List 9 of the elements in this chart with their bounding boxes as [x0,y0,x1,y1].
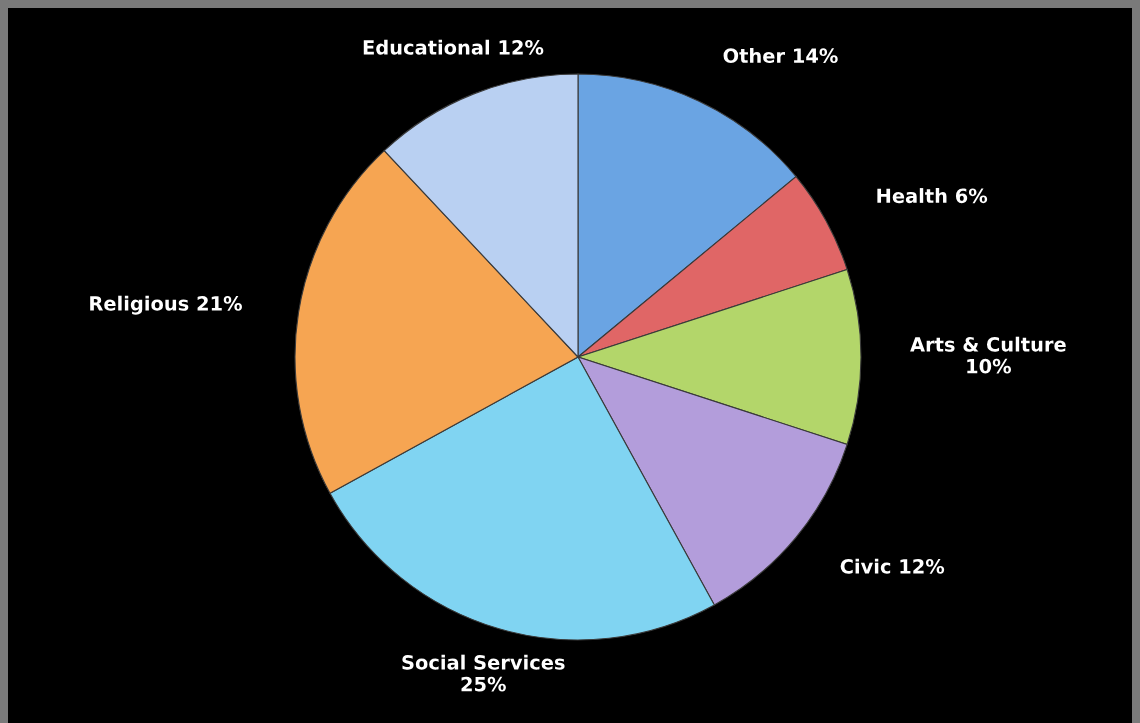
slice-label: Civic 12% [840,558,945,574]
data-label: 25% [461,676,506,692]
slice-label: Arts & Culture [910,336,1066,352]
slice-label: Religious 21% [90,295,242,315]
slice-label: Other 14% [723,47,838,64]
slice-label: Social Services [402,654,565,670]
data-label: 10% [967,358,1011,374]
slice-label: Educational 12% [363,39,544,55]
slice-label: Health 6% [877,188,988,204]
